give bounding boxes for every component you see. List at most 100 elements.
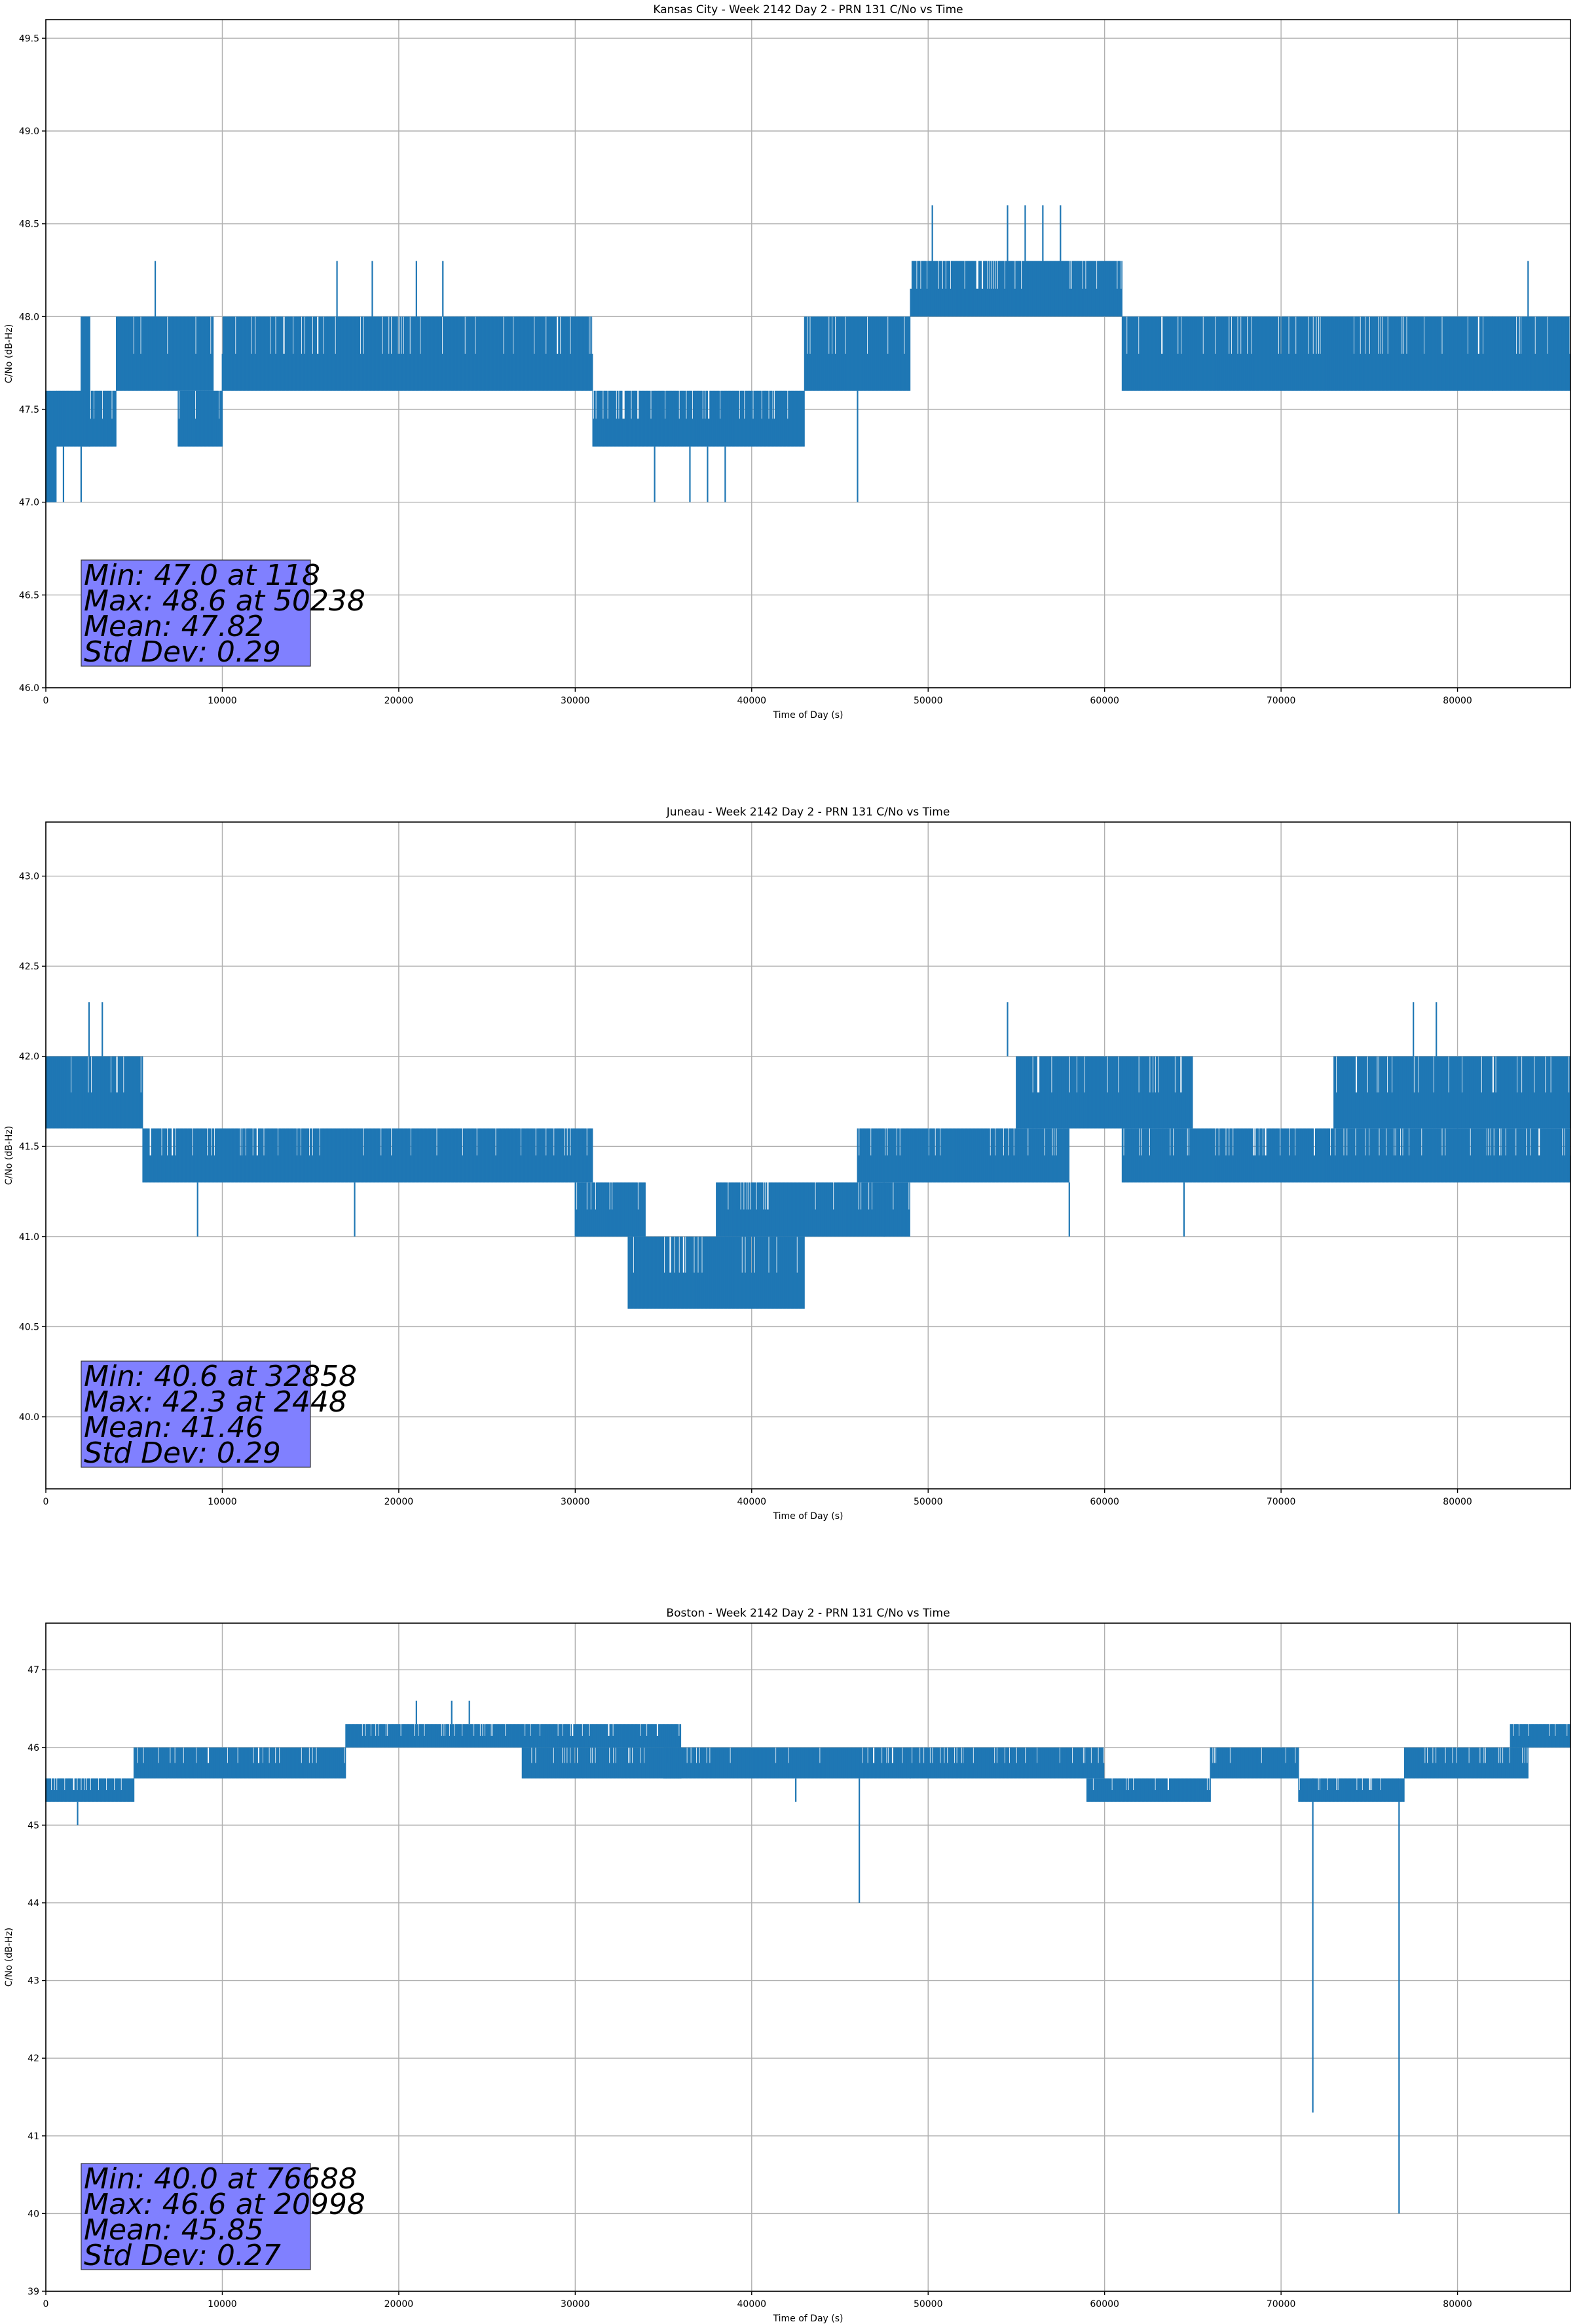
data-band <box>89 390 117 447</box>
x-tick-label: 70000 <box>1267 696 1296 706</box>
y-tick-label: 46.5 <box>19 590 39 601</box>
data-band <box>716 1182 910 1237</box>
y-tick-label: 42.5 <box>19 962 39 972</box>
data-band <box>804 316 911 391</box>
data-band <box>45 1056 143 1129</box>
y-tick-label: 43.0 <box>19 872 39 882</box>
y-tick-label: 45 <box>28 1820 39 1831</box>
y-tick-label: 49.5 <box>19 33 39 44</box>
x-tick-label: 40000 <box>737 2299 767 2310</box>
data-band <box>56 390 82 447</box>
x-tick-label: 30000 <box>561 696 590 706</box>
stats-box <box>81 1360 311 1468</box>
stats-mean: Mean: 41.46 <box>84 1411 264 1444</box>
data-band <box>627 1236 805 1309</box>
y-axis-label: C/No (dB-Hz) <box>4 1126 14 1185</box>
x-tick-label: 20000 <box>384 696 414 706</box>
y-tick-label: 43 <box>28 1976 39 1987</box>
x-tick-label: 60000 <box>1090 696 1119 706</box>
chart-title: Juneau - Week 2142 Day 2 - PRN 131 C/No … <box>666 806 950 819</box>
x-tick-label: 40000 <box>737 696 767 706</box>
y-tick-label: 42.0 <box>19 1052 39 1062</box>
plot-frame <box>45 19 1571 688</box>
stats-min: Min: 40.6 at 32858 <box>84 1360 357 1393</box>
stats-box <box>81 559 311 667</box>
data-band <box>574 1182 646 1237</box>
chart-title: Boston - Week 2142 Day 2 - PRN 131 C/No … <box>666 1607 950 1620</box>
x-tick-label: 40000 <box>737 1497 767 1507</box>
stats-max: Max: 42.3 at 2448 <box>84 1385 347 1419</box>
x-tick-label: 0 <box>43 1497 49 1507</box>
y-tick-label: 48.0 <box>19 312 39 322</box>
y-tick-label: 46 <box>28 1743 39 1753</box>
x-tick-label: 10000 <box>208 2299 237 2310</box>
y-tick-label: 47.5 <box>19 405 39 415</box>
x-axis-label: Time of Day (s) <box>773 710 844 721</box>
data-series <box>45 205 1570 502</box>
x-tick-label: 10000 <box>208 1497 237 1507</box>
data-band <box>592 390 628 447</box>
x-tick-label: 20000 <box>384 1497 414 1507</box>
x-tick-label: 0 <box>43 696 49 706</box>
x-tick-label: 50000 <box>914 2299 943 2310</box>
x-axis-label: Time of Day (s) <box>773 1511 844 1522</box>
y-axis-label: C/No (dB-Hz) <box>4 324 14 383</box>
x-tick-label: 50000 <box>914 1497 943 1507</box>
y-tick-label: 40.0 <box>19 1412 39 1423</box>
x-tick-label: 70000 <box>1267 1497 1296 1507</box>
x-tick-label: 50000 <box>914 696 943 706</box>
data-band <box>142 1128 593 1183</box>
chart-panel-1: Kansas City - Week 2142 Day 2 - PRN 131 … <box>4 3 1571 721</box>
data-band <box>45 1778 135 1802</box>
data-band <box>857 1128 1069 1183</box>
y-tick-label: 47 <box>28 1665 39 1676</box>
x-tick-label: 80000 <box>1443 696 1472 706</box>
x-tick-label: 60000 <box>1090 2299 1119 2310</box>
chart-title: Kansas City - Week 2142 Day 2 - PRN 131 … <box>653 3 963 16</box>
data-band <box>133 1747 346 1779</box>
plot-frame <box>45 821 1571 1490</box>
data-series <box>45 1700 1571 2214</box>
data-band <box>1016 1056 1193 1129</box>
x-tick-label: 60000 <box>1090 1497 1119 1507</box>
x-tick-label: 0 <box>43 2299 49 2310</box>
y-tick-label: 40.5 <box>19 1322 39 1332</box>
x-tick-label: 30000 <box>561 2299 590 2310</box>
y-tick-label: 42 <box>28 2053 39 2064</box>
data-band <box>910 261 1122 317</box>
x-tick-label: 30000 <box>561 1497 590 1507</box>
stats-min: Min: 47.0 at 118 <box>84 559 320 592</box>
data-band <box>1121 1128 1571 1183</box>
x-tick-label: 80000 <box>1443 2299 1472 2310</box>
y-tick-label: 47.0 <box>19 498 39 508</box>
data-band <box>1333 1056 1570 1129</box>
x-tick-label: 20000 <box>384 2299 414 2310</box>
data-band <box>1121 316 1493 391</box>
x-tick-label: 80000 <box>1443 1497 1472 1507</box>
data-series <box>45 1002 1571 1309</box>
stats-mean: Mean: 47.82 <box>84 610 264 643</box>
chart-panel-2: Juneau - Week 2142 Day 2 - PRN 131 C/No … <box>4 806 1571 1522</box>
x-tick-label: 70000 <box>1267 2299 1296 2310</box>
y-tick-label: 40 <box>28 2209 39 2219</box>
data-band <box>45 390 57 502</box>
data-band <box>1492 316 1570 391</box>
y-tick-label: 48.5 <box>19 219 39 230</box>
chart-panel-3: Boston - Week 2142 Day 2 - PRN 131 C/No … <box>4 1607 1571 2324</box>
data-band <box>221 316 593 391</box>
x-tick-label: 10000 <box>208 696 237 706</box>
y-tick-label: 44 <box>28 1898 39 1909</box>
data-band <box>177 390 223 447</box>
data-band <box>627 390 805 447</box>
data-band <box>116 316 214 391</box>
y-tick-label: 39 <box>28 2287 39 2297</box>
data-band <box>81 316 90 447</box>
y-tick-label: 41.5 <box>19 1142 39 1152</box>
y-tick-label: 41.0 <box>19 1232 39 1243</box>
stats-max: Max: 48.6 at 50238 <box>84 584 365 618</box>
stats-std: Std Dev: 0.29 <box>84 1436 281 1470</box>
stats-std: Std Dev: 0.29 <box>84 635 281 669</box>
y-tick-label: 49.0 <box>19 126 39 137</box>
y-tick-label: 46.0 <box>19 683 39 694</box>
